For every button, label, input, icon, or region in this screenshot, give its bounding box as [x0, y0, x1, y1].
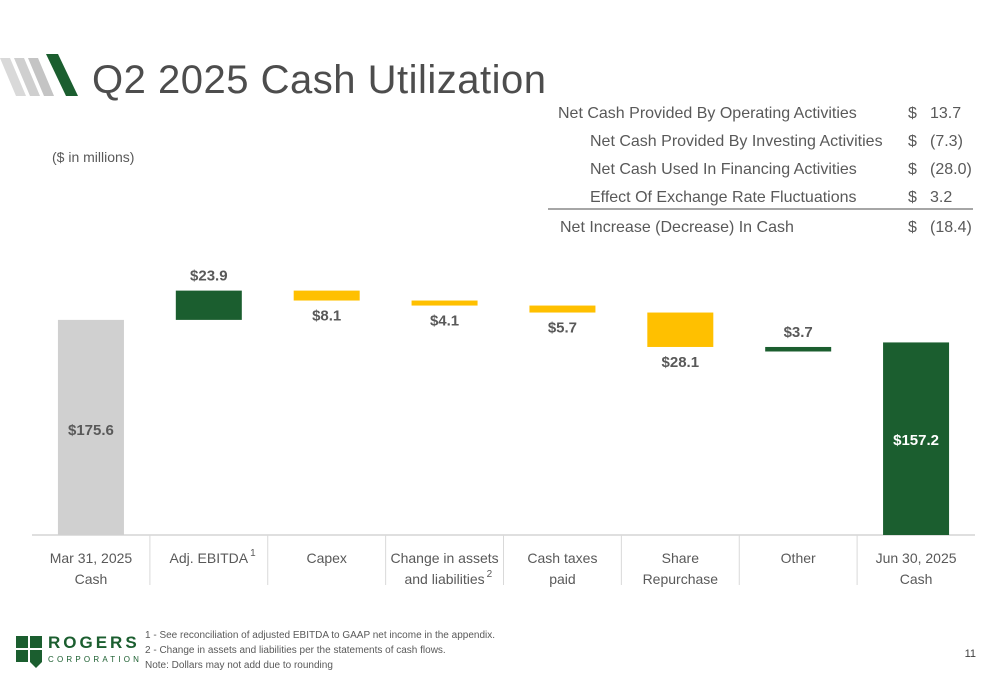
- footnote: Note: Dollars may not add due to roundin…: [145, 660, 333, 671]
- footnotes: 1 - See reconciliation of adjusted EBITD…: [145, 628, 495, 673]
- category-label: Jun 30, 2025: [876, 550, 957, 566]
- category-label: Share: [662, 550, 700, 566]
- category-label: Adj. EBITDA: [170, 550, 249, 566]
- title-row: Q2 2025 Cash Utilization: [0, 38, 546, 108]
- bar-value-label: $4.1: [430, 313, 459, 330]
- bar-value-label: $28.1: [662, 354, 700, 371]
- logo-tagline: CORPORATION: [48, 655, 143, 664]
- bar-value-label: $175.6: [68, 422, 114, 439]
- cash-flow-value: 13.7: [930, 105, 962, 122]
- cash-flow-label: Effect Of Exchange Rate Fluctuations: [590, 189, 857, 206]
- bar-value-label: $23.9: [190, 268, 228, 285]
- category-label: paid: [549, 571, 575, 587]
- cash-flow-dollar: $: [908, 105, 917, 122]
- bar-value-label: $157.2: [893, 432, 939, 449]
- cash-flow-value: 3.2: [930, 189, 953, 206]
- cash-flow-label: Net Increase (Decrease) In Cash: [560, 219, 794, 236]
- waterfall-bar: [293, 290, 360, 301]
- stripes-icon: [0, 54, 78, 96]
- category-label: Cash: [900, 571, 933, 587]
- footnote: 1 - See reconciliation of adjusted EBITD…: [145, 630, 496, 641]
- waterfall-bar: [57, 319, 124, 535]
- category-label: Mar 31, 2025: [50, 550, 133, 566]
- category-label: Repurchase: [643, 571, 719, 587]
- cash-flow-dollar: $: [908, 133, 917, 150]
- cash-flow-dollar: $: [908, 219, 917, 236]
- cash-flow-value: (7.3): [930, 133, 963, 150]
- waterfall-bar: [765, 346, 832, 352]
- footnote-marker: 1: [250, 548, 256, 559]
- cash-flow-table: Net Cash Provided By Operating Activitie…: [548, 100, 973, 242]
- category-label: Cash taxes: [527, 550, 597, 566]
- cash-flow-row: Net Cash Used In Financing Activities $ …: [548, 156, 973, 184]
- cash-flow-value: (18.4): [930, 219, 972, 236]
- bar-value-label: $5.7: [548, 320, 577, 337]
- cash-flow-label: Net Cash Provided By Investing Activitie…: [590, 133, 883, 150]
- category-label: Other: [781, 550, 816, 566]
- category-label: Change in assets: [390, 550, 498, 566]
- logo-name: ROGERS: [48, 633, 140, 652]
- waterfall-bar: [647, 312, 714, 347]
- cash-flow-label: Net Cash Used In Financing Activities: [590, 161, 857, 178]
- waterfall-bar: [529, 305, 596, 313]
- cash-flow-dollar: $: [908, 189, 917, 206]
- cash-flow-label: Net Cash Provided By Operating Activitie…: [558, 105, 857, 122]
- cash-flow-total-row: Net Increase (Decrease) In Cash $ (18.4): [548, 214, 973, 242]
- cash-flow-row: Effect Of Exchange Rate Fluctuations $ 3…: [548, 184, 973, 212]
- category-label: Capex: [306, 550, 346, 566]
- waterfall-chart: $175.6 Mar 31, 2025 Cash $23.9 Adj. EBITDA 1 $…: [32, 268, 975, 587]
- page-number: 11: [964, 648, 976, 660]
- waterfall-bar: [411, 300, 478, 306]
- category-label: and liabilities: [404, 571, 484, 587]
- cash-flow-row: Net Cash Provided By Operating Activitie…: [548, 100, 973, 128]
- cash-flow-row: Net Cash Provided By Investing Activitie…: [548, 128, 973, 156]
- rogers-logo-icon: [16, 636, 42, 668]
- cash-flow-value: (28.0): [930, 161, 972, 178]
- cash-flow-divider: [548, 208, 973, 210]
- rogers-logo: ROGERS CORPORATION: [16, 632, 139, 672]
- waterfall-bar: [175, 290, 242, 320]
- units-note: ($ in millions): [52, 149, 135, 165]
- category-label: Cash: [75, 571, 108, 587]
- footnote: 2 - Change in assets and liabilities per…: [145, 645, 446, 656]
- waterfall-bar: [883, 342, 950, 535]
- footnote-marker: 2: [487, 569, 493, 580]
- bar-value-label: $8.1: [312, 308, 341, 325]
- bar-value-label: $3.7: [784, 324, 813, 341]
- page-title: Q2 2025 Cash Utilization: [92, 58, 547, 102]
- cash-flow-dollar: $: [908, 161, 917, 178]
